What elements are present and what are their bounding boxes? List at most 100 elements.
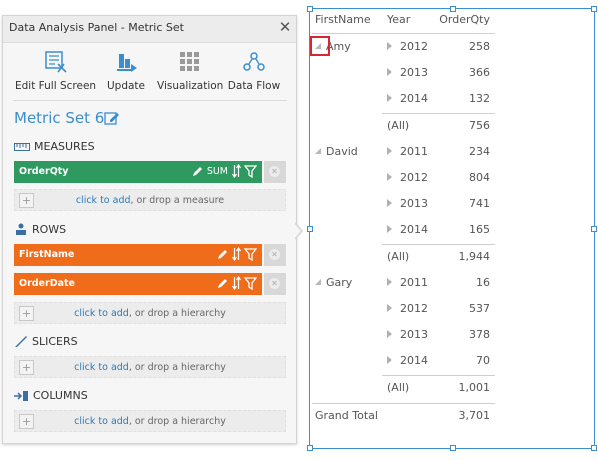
resize-handle[interactable] [307,6,313,12]
year-cell[interactable]: 2011 [387,276,428,289]
rows-heading: ROWS [14,223,66,236]
resize-handle[interactable] [450,6,456,12]
remove-field-button[interactable]: ✕ [264,161,286,183]
resize-handle[interactable] [591,6,597,12]
expand-triangle-icon[interactable] [387,42,392,50]
expand-triangle-icon[interactable] [387,330,392,339]
field-label: FirstName [19,249,75,260]
rows-drop-zone[interactable]: + click to add, or drop a hierarchy [14,302,286,324]
resize-handle[interactable] [450,445,456,451]
qty-cell: 70 [476,354,490,368]
year-cell[interactable]: 2014 [387,354,428,367]
resize-handle[interactable] [591,445,597,451]
filter-icon[interactable] [244,276,257,290]
subtotal-divider [382,112,495,114]
subtotal-cell: 1,944 [458,249,491,263]
update-button[interactable]: Update [101,50,151,92]
member-label: David [326,144,358,158]
update-icon [117,54,137,72]
expand-triangle-icon[interactable] [387,356,392,365]
year-cell[interactable]: 2012 [387,40,428,53]
year-cell[interactable]: 2014 [387,92,428,105]
collapse-triangle-icon[interactable] [315,43,321,49]
expand-triangle-icon[interactable] [387,225,392,234]
remove-field-button[interactable]: ✕ [264,273,286,295]
click-to-add-link[interactable]: click to add [74,308,129,319]
plus-icon[interactable]: + [19,306,34,321]
year-cell[interactable]: 2011 [387,145,428,158]
plus-icon[interactable]: + [19,360,34,375]
rows-heading-label: ROWS [32,223,67,236]
sort-icon[interactable] [232,164,241,178]
year-cell[interactable]: 2013 [387,66,428,79]
row-member-gary[interactable]: Gary [315,276,352,289]
aggregation-label[interactable]: SUM [206,165,228,177]
year-label: 2013 [400,197,428,211]
toolbar-label: Visualization [157,80,224,92]
year-cell[interactable]: 2013 [387,197,428,210]
qty-cell: 378 [469,328,490,342]
row-field-firstname[interactable]: FirstName [14,244,262,266]
plus-icon[interactable]: + [19,193,34,208]
expand-triangle-icon[interactable] [387,146,392,155]
drop-hint: click to add, or drop a hierarchy [15,308,285,319]
expand-triangle-icon[interactable] [387,173,392,181]
drop-hint: click to add, or drop a hierarchy [15,362,285,373]
year-label: 2012 [400,40,428,53]
year-label: 2013 [400,328,428,342]
resize-handle[interactable] [307,445,313,451]
edit-full-screen-button[interactable]: Edit Full Screen [15,50,96,92]
close-icon[interactable]: ✕ [278,18,292,36]
year-label: 2011 [400,275,428,289]
expand-triangle-icon[interactable] [387,94,392,103]
sort-icon[interactable] [232,276,241,290]
row-member-david[interactable]: David [315,145,358,158]
header-orderqty[interactable]: OrderQty [439,13,490,26]
slicers-drop-zone[interactable]: + click to add, or drop a hierarchy [14,356,286,378]
click-to-add-link[interactable]: click to add [74,416,129,427]
remove-field-button[interactable]: ✕ [264,244,286,266]
expand-triangle-icon[interactable] [387,304,392,312]
pencil-icon[interactable] [191,165,204,178]
columns-heading: COLUMNS [14,389,88,402]
header-firstname[interactable]: FirstName [315,13,371,26]
sort-icon[interactable] [232,247,241,261]
data-flow-button[interactable]: Data Flow [227,50,281,92]
collapse-triangle-icon[interactable] [315,147,321,154]
pencil-icon[interactable] [216,277,229,290]
resize-handle[interactable] [591,226,597,232]
row-member-amy[interactable]: Amy [315,40,351,53]
filter-icon[interactable] [244,247,257,261]
click-to-add-link[interactable]: click to add [75,195,131,206]
drop-hint-text: , or drop a hierarchy [128,308,226,319]
year-label: 2012 [400,302,428,315]
selection-frame[interactable] [307,6,597,451]
header-year[interactable]: Year [387,13,411,26]
field-tools [216,247,257,261]
qty-cell: 234 [469,144,490,158]
toolbar-label: Data Flow [227,80,281,92]
year-cell[interactable]: 2014 [387,223,428,236]
expand-triangle-icon[interactable] [387,199,392,208]
expand-triangle-icon[interactable] [387,68,392,77]
all-label: (All) [387,118,410,132]
year-cell[interactable]: 2013 [387,328,428,341]
subtotal-divider [382,243,495,245]
row-field-orderdate[interactable]: OrderDate [14,273,262,295]
expand-triangle-icon[interactable] [387,277,392,286]
drop-hint-text: , or drop a measure [130,195,225,206]
resize-handle[interactable] [307,226,313,232]
pencil-icon[interactable] [216,248,229,261]
filter-icon[interactable] [244,164,257,178]
edit-pencil-icon[interactable] [104,110,120,126]
plus-icon[interactable]: + [19,414,34,429]
collapse-triangle-icon[interactable] [315,278,321,285]
columns-drop-zone[interactable]: + click to add, or drop a hierarchy [14,410,286,432]
rows-icon [16,223,26,235]
visualization-button[interactable]: Visualization [157,50,223,92]
year-cell[interactable]: 2012 [387,171,428,184]
measures-drop-zone[interactable]: + click to add, or drop a measure [14,189,286,211]
year-cell[interactable]: 2012 [387,302,428,315]
click-to-add-link[interactable]: click to add [74,362,129,373]
measure-field-orderqty[interactable]: OrderQty SUM [14,161,262,183]
